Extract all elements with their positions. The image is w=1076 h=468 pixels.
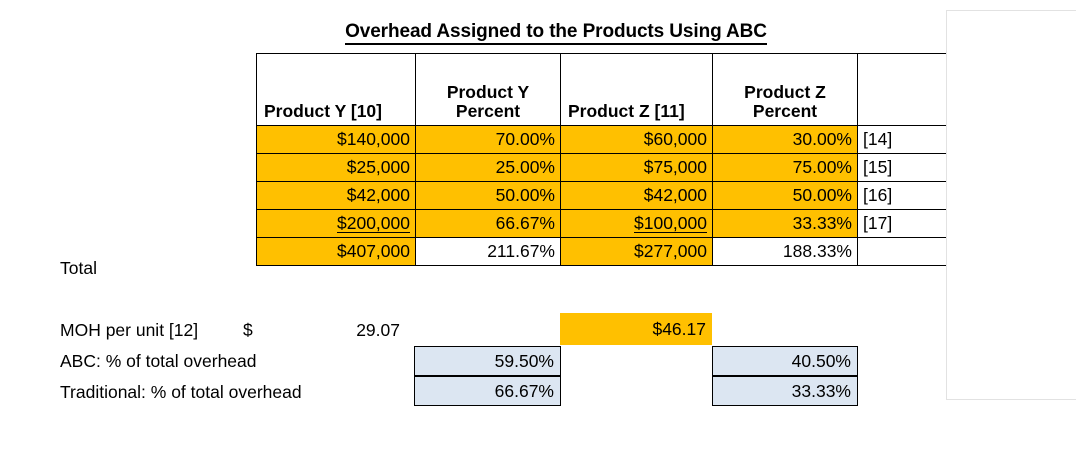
moh-currency-symbol: $: [243, 320, 253, 340]
total-row-label: Total: [60, 258, 97, 278]
cell-product-y-percent: 66.67%: [415, 209, 561, 238]
traditional-product-y-cell: 66.67%: [414, 376, 561, 406]
cell-product-y-percent: 50.00%: [415, 181, 561, 210]
cell-product-z: $60,000: [560, 125, 713, 154]
cell-total-product-z-percent: 188.33%: [712, 237, 858, 266]
traditional-percent-label: Traditional: % of total overhead: [60, 382, 302, 402]
traditional-product-z-cell: 33.33%: [712, 376, 858, 406]
cell-product-z: $100,000: [560, 209, 713, 238]
column-header-product-z-percent-line2: Percent: [752, 101, 818, 122]
column-header-product-y-percent-line1: Product Y: [446, 81, 530, 102]
moh-per-unit-label: MOH per unit [12]: [60, 320, 199, 340]
cell-product-y: $200,000: [256, 209, 416, 238]
table-header-row: Product Y [10] Product Y Percent Product…: [256, 53, 978, 126]
right-side-panel: [946, 10, 1076, 400]
column-header-product-z: Product Z [11]: [560, 53, 713, 126]
column-header-product-y-percent: Product Y Percent: [415, 53, 561, 126]
cell-total-product-z: $277,000: [560, 237, 713, 266]
cell-product-y-percent: 70.00%: [415, 125, 561, 154]
cell-product-y-value: $200,000: [337, 213, 410, 234]
abc-product-z-cell: 40.50%: [712, 346, 858, 376]
cell-product-z: $75,000: [560, 153, 713, 182]
cell-product-z-percent: 75.00%: [712, 153, 858, 182]
table-row: $42,000 50.00% $42,000 50.00% [16]: [256, 181, 978, 210]
column-header-product-y: Product Y [10]: [256, 53, 416, 126]
column-header-product-y-percent-line2: Percent: [455, 101, 521, 122]
abc-percent-label: ABC: % of total overhead: [60, 351, 257, 371]
cell-total-product-y-percent: 211.67%: [415, 237, 561, 266]
moh-product-z-cell: $46.17: [560, 313, 712, 345]
cell-product-y: $140,000: [256, 125, 416, 154]
table-row: $200,000 66.67% $100,000 33.33% [17]: [256, 209, 978, 238]
table-row: $140,000 70.00% $60,000 30.00% [14]: [256, 125, 978, 154]
moh-product-y-value: 29.07: [356, 320, 400, 340]
cell-product-z-value: $100,000: [634, 213, 707, 234]
cell-product-y: $25,000: [256, 153, 416, 182]
column-header-product-z-percent-line1: Product Z: [744, 81, 826, 102]
cell-product-z-percent: 33.33%: [712, 209, 858, 238]
page-title-text: Overhead Assigned to the Products Using …: [345, 21, 767, 45]
table-row: $25,000 25.00% $75,000 75.00% [15]: [256, 153, 978, 182]
cell-product-y: $42,000: [256, 181, 416, 210]
cell-product-z-percent: 30.00%: [712, 125, 858, 154]
cell-product-y-percent: 25.00%: [415, 153, 561, 182]
cell-product-z: $42,000: [560, 181, 713, 210]
abc-product-y-cell: 59.50%: [414, 346, 561, 376]
cell-product-z-percent: 50.00%: [712, 181, 858, 210]
table-total-row: $407,000 211.67% $277,000 188.33%: [256, 237, 978, 266]
page-title: Overhead Assigned to the Products Using …: [256, 21, 856, 45]
column-header-product-z-percent: Product Z Percent: [712, 53, 858, 126]
cell-total-product-y: $407,000: [256, 237, 416, 266]
overhead-abc-table: Product Y [10] Product Y Percent Product…: [256, 53, 978, 266]
